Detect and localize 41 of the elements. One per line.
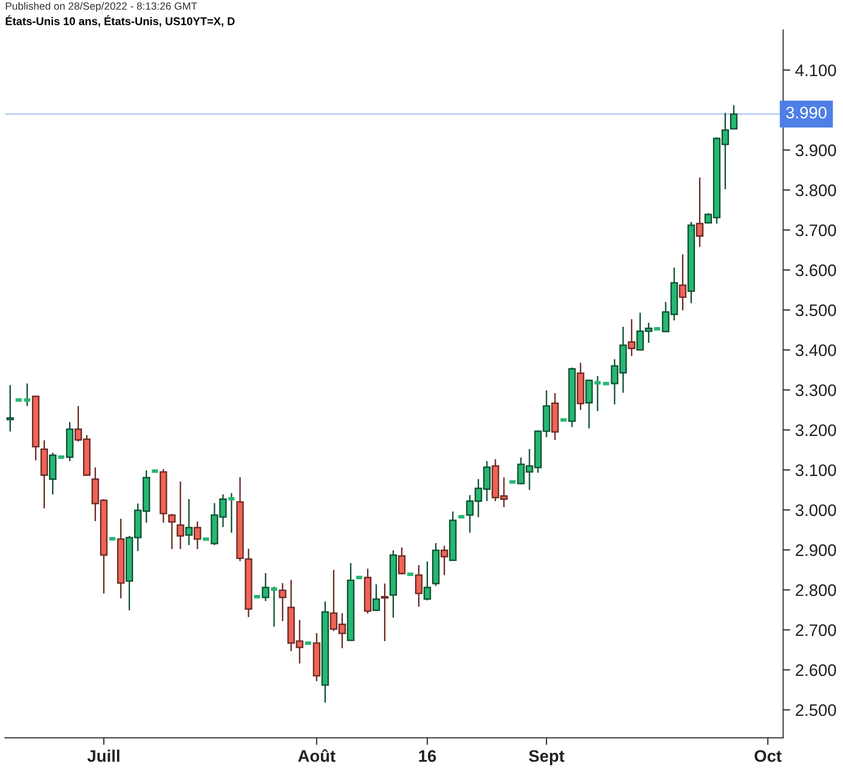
chart-title: États-Unis 10 ans, États-Unis, US10YT=X, D (6, 15, 235, 27)
y-tick-label: 2.800 (796, 584, 836, 596)
candlestick (628, 318, 636, 357)
x-tick-label: 16 (419, 750, 436, 762)
candlestick (372, 584, 380, 612)
y-tick-label: 3.800 (796, 184, 836, 196)
candlestick (278, 582, 286, 622)
x-tick-label: Oct (754, 750, 782, 762)
candlestick (678, 254, 686, 312)
y-tick-label: 3.500 (796, 304, 836, 316)
candlestick (398, 546, 406, 575)
x-tick-label: Sept (528, 750, 564, 766)
candlestick (696, 176, 704, 248)
x-tick-label: Juill (87, 750, 120, 762)
candlestick (6, 384, 14, 432)
candlestick (24, 382, 30, 407)
y-tick-label: 2.500 (796, 704, 836, 716)
y-tick-label: 2.700 (796, 624, 836, 636)
candlestick (176, 480, 184, 550)
y-tick-label: 2.600 (796, 664, 836, 676)
ref-line-label: 3.990 (786, 106, 827, 119)
candlestick (380, 582, 388, 642)
candlestick (440, 545, 448, 576)
y-tick-label: 3.900 (796, 144, 836, 156)
y-tick-label: 3.100 (796, 464, 836, 476)
y-tick-label: 3.700 (796, 224, 836, 236)
x-tick-label: Août (298, 749, 336, 762)
candlestick (730, 104, 738, 130)
y-tick-label: 3.400 (796, 344, 836, 356)
y-tick-label: 3.200 (796, 424, 836, 436)
y-tick-label: 4.100 (795, 64, 836, 76)
candlestick (415, 564, 423, 608)
y-tick-label: 3.000 (796, 504, 836, 516)
candlestick (424, 560, 432, 601)
y-tick-label: 3.300 (796, 384, 836, 396)
y-tick-label: 3.600 (796, 264, 836, 276)
candlestick (194, 520, 202, 550)
text: Published on 28/Sep/2022 - 8:13:26 GMT (6, 2, 198, 12)
y-tick-label: 2.900 (796, 544, 836, 556)
candlestick (168, 513, 176, 550)
candlestick (185, 498, 193, 546)
